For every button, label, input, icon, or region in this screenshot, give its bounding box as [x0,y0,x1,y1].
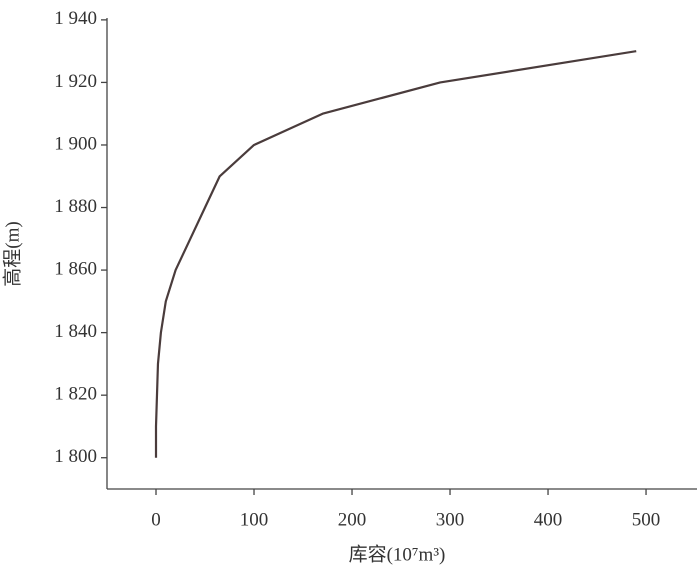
y-tick-label: 1 940 [54,8,97,29]
x-tick-label: 500 [632,509,661,530]
x-tick-label: 0 [151,509,161,530]
x-axis-label: 库容(10⁷m³) [349,543,446,565]
y-tick-label: 1 840 [54,321,97,342]
x-tick-label: 200 [338,509,367,530]
y-axis-label: 高程(m) [1,221,23,286]
x-tick-label: 400 [534,509,563,530]
y-tick-label: 1 920 [54,71,97,92]
x-tick-label: 300 [436,509,465,530]
y-tick-label: 1 880 [54,196,97,217]
y-tick-label: 1 860 [54,258,97,279]
x-tick-label: 100 [240,509,269,530]
y-tick-label: 1 800 [54,446,97,467]
y-tick-label: 1 820 [54,384,97,405]
y-tick-label: 1 900 [54,133,97,154]
data-line [154,50,637,458]
